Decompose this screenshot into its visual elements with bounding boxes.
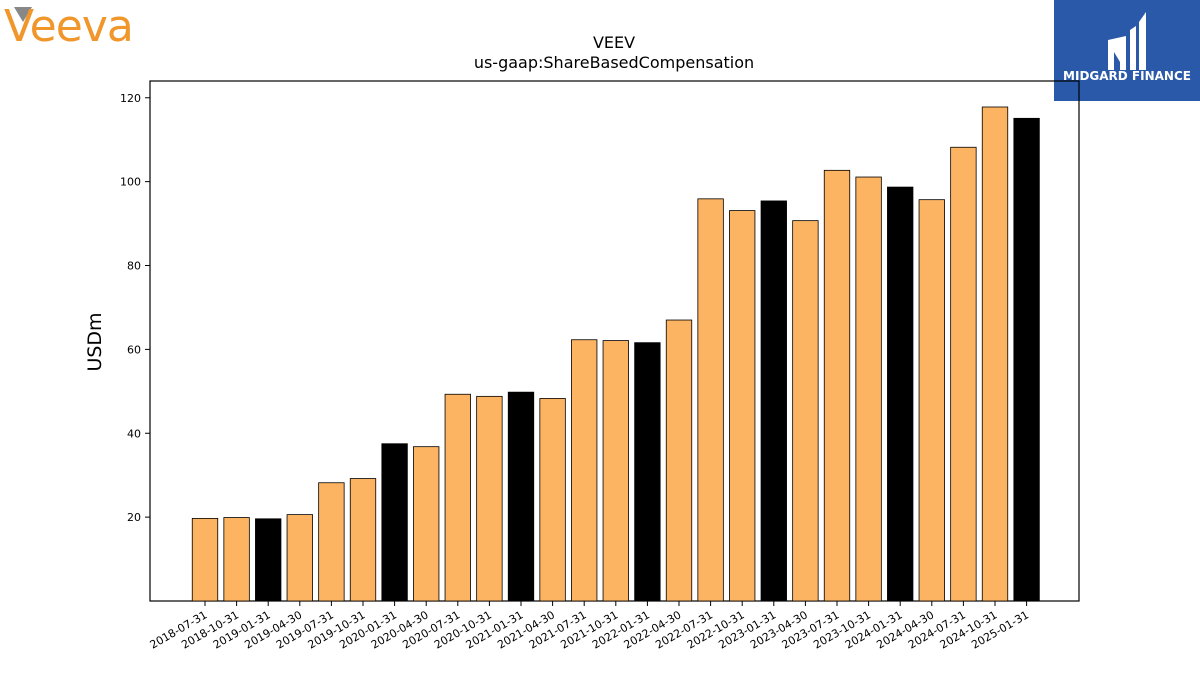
bar-2022-04-30: [665, 319, 693, 602]
bar-2021-04-30: [539, 398, 566, 602]
y-tick-label: 80: [127, 260, 141, 273]
bar-2021-10-31: [602, 340, 629, 602]
veeva-logo-text: Veeva: [4, 1, 133, 52]
bar-2024-07-31: [950, 146, 977, 602]
bar-2020-04-30: [413, 446, 440, 602]
bars: [191, 106, 1040, 602]
bar-2025-01-31: [1013, 117, 1040, 602]
y-tick-label: 20: [127, 511, 141, 524]
bar-2022-07-31: [697, 198, 724, 602]
bar-2023-10-31: [855, 176, 882, 602]
veeva-logo-chevron-icon: [14, 7, 32, 22]
bar-2023-07-31: [823, 169, 851, 602]
bar-2018-07-31: [191, 517, 219, 602]
y-axis: 20 40 60 80 100 120: [120, 92, 150, 524]
bar-2018-10-31: [223, 517, 250, 602]
bar-2019-07-31: [318, 482, 345, 602]
bar-2022-10-31: [729, 210, 756, 602]
bar-2024-01-31: [887, 186, 914, 602]
y-tick-label: 40: [127, 427, 141, 440]
chart-subtitle: us-gaap:ShareBasedCompensation: [474, 53, 754, 72]
y-tick-label: 120: [120, 92, 141, 105]
bar-2021-07-31: [571, 339, 598, 602]
brand-name: MIDGARD FINANCE: [1063, 69, 1191, 83]
bar-2022-01-31: [634, 342, 661, 602]
bar-2024-10-31: [981, 106, 1009, 602]
brand-logo-background: [1054, 0, 1200, 101]
midgard-m-icon: [1108, 12, 1146, 70]
bar-2019-10-31: [349, 478, 377, 602]
bar-2020-07-31: [444, 393, 471, 602]
midgard-finance-logo: MIDGARD FINANCE: [1054, 0, 1200, 101]
bar-2023-01-31: [760, 200, 787, 602]
y-tick-label: 60: [127, 343, 141, 356]
bar-2023-04-30: [792, 220, 819, 602]
bar-2020-10-31: [476, 395, 503, 602]
bar-2024-04-30: [918, 199, 945, 602]
bar-2019-01-31: [255, 518, 282, 602]
veeva-logo: Veeva: [4, 1, 134, 52]
bar-2021-01-31: [507, 391, 535, 602]
y-axis-label: USDm: [84, 312, 106, 371]
x-axis: 2018-07-312018-10-312019-01-312019-04-30…: [148, 601, 1031, 652]
chart-title: VEEV: [593, 33, 635, 52]
bar-2019-04-30: [286, 514, 313, 602]
y-tick-label: 100: [120, 176, 141, 189]
bar-2020-01-31: [381, 443, 408, 602]
